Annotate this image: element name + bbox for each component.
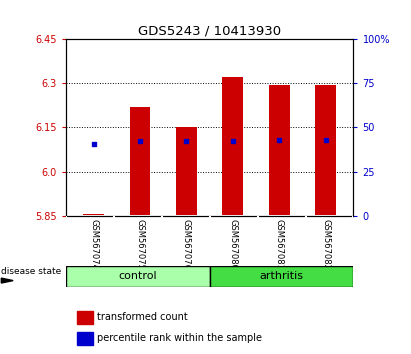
Text: GSM567074: GSM567074 [89, 219, 98, 270]
Text: GSM567080: GSM567080 [229, 219, 237, 270]
Text: control: control [118, 272, 157, 281]
Bar [66, 266, 210, 287]
Text: GSM567075: GSM567075 [136, 219, 145, 270]
Polygon shape [1, 278, 13, 283]
Text: arthritis: arthritis [259, 272, 304, 281]
Bar [176, 127, 197, 215]
Title: GDS5243 / 10413930: GDS5243 / 10413930 [138, 25, 281, 38]
Bar [210, 266, 353, 287]
Text: percentile rank within the sample: percentile rank within the sample [97, 333, 262, 343]
Text: transformed count: transformed count [97, 312, 188, 322]
Bar [129, 107, 150, 215]
Bar [77, 311, 93, 324]
Text: GSM567081: GSM567081 [275, 219, 284, 270]
Bar [315, 85, 336, 215]
Bar [77, 332, 93, 345]
Text: GSM567082: GSM567082 [321, 219, 330, 270]
Text: GSM567076: GSM567076 [182, 219, 191, 270]
Bar [269, 85, 290, 215]
Bar [222, 77, 243, 215]
Text: disease state: disease state [1, 268, 62, 276]
Bar [83, 213, 104, 215]
